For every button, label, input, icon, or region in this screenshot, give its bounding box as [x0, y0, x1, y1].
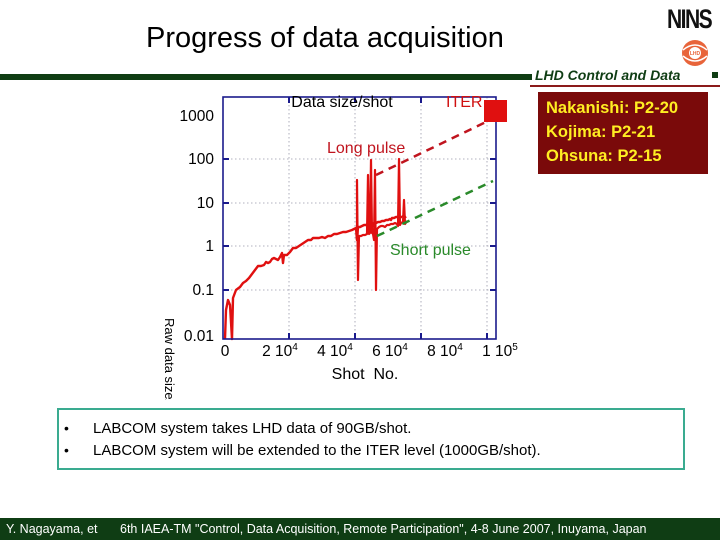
- bullet-item: • LABCOM system takes LHD data of 90GB/s…: [59, 417, 683, 439]
- bullet-icon: •: [64, 420, 69, 436]
- y-tick-labels: 1000 100 10 1 0.1 0.01: [180, 108, 215, 345]
- y-axis-label: Raw data size/shot (GB): [162, 318, 177, 400]
- short-pulse-label: Short pulse: [390, 242, 471, 259]
- bullet-icon: •: [64, 442, 69, 458]
- authors-box: Nakanishi: P2-20 Kojima: P2-21 Ohsuna: P…: [538, 92, 708, 174]
- long-pulse-trend: [375, 119, 489, 177]
- chart-ticks: [223, 97, 496, 339]
- y-tick-label: 1: [205, 238, 214, 255]
- y-tick-label: 100: [188, 151, 214, 168]
- author-line: Kojima: P2-21: [546, 123, 656, 141]
- lhd-logo-icon: LHD: [682, 40, 708, 66]
- x-tick-label: 4 104: [317, 342, 353, 360]
- x-tick-label: 1 105: [482, 342, 518, 360]
- bullet-text: LABCOM system takes LHD data of 90GB/sho…: [93, 419, 412, 437]
- author-line: Nakanishi: P2-20: [546, 99, 679, 117]
- bullet-text: LABCOM system will be extended to the IT…: [93, 441, 541, 459]
- svg-text:LHD: LHD: [690, 51, 701, 57]
- page-title: Progress of data acquisition: [146, 22, 504, 54]
- chart-frame: [222, 96, 497, 340]
- footer-author: Y. Nagayama, et: [6, 522, 98, 536]
- data-size-chart: Data size/shot ITER Long pulse Short pul…: [162, 94, 519, 400]
- title-divider: [0, 74, 532, 80]
- y-tick-label: 0.01: [184, 328, 214, 345]
- x-tick-label: 6 104: [372, 342, 408, 360]
- author-line: Ohsuna: P2-15: [546, 147, 662, 165]
- iter-marker: [484, 100, 507, 122]
- footer-conference: 6th IAEA-TM "Control, Data Acquisition, …: [120, 522, 647, 536]
- y-tick-label: 10: [197, 195, 215, 212]
- chart-grid: [223, 97, 496, 339]
- y-tick-label: 0.1: [192, 282, 214, 299]
- bullet-item: • LABCOM system will be extended to the …: [59, 439, 683, 461]
- short-pulse-trend: [376, 179, 494, 238]
- x-tick-label: 2 104: [262, 342, 298, 360]
- summary-box: • LABCOM system takes LHD data of 90GB/s…: [57, 408, 685, 470]
- subtitle: LHD Control and Data: [535, 67, 681, 83]
- nins-logo: NINS: [667, 4, 713, 34]
- long-pulse-label: Long pulse: [327, 140, 405, 157]
- chart-title: Data size/shot: [291, 94, 393, 111]
- x-tick-label: 8 104: [427, 342, 463, 360]
- x-axis-label: Shot No.: [332, 366, 399, 383]
- subtitle-marker: [712, 72, 718, 78]
- x-tick-labels: 0 2 104 4 104 6 104 8 104 1 105: [221, 342, 519, 360]
- footer-bar: Y. Nagayama, et 6th IAEA-TM "Control, Da…: [0, 518, 720, 540]
- y-tick-label: 1000: [180, 108, 215, 125]
- iter-label: ITER: [446, 94, 482, 111]
- lhd-data-series: [223, 215, 402, 341]
- x-tick-label: 0: [221, 343, 230, 360]
- subtitle-underline: [530, 85, 720, 87]
